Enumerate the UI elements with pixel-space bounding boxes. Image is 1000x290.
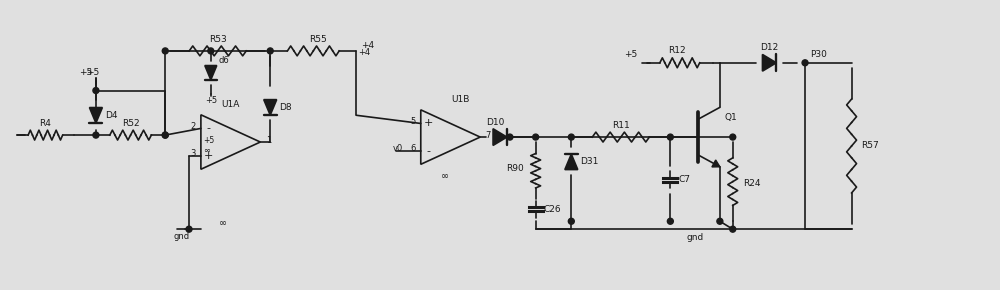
- Text: R53: R53: [209, 35, 227, 44]
- Circle shape: [568, 134, 574, 140]
- Text: gnd: gnd: [686, 233, 704, 242]
- Polygon shape: [565, 154, 578, 170]
- Text: ∞: ∞: [203, 146, 210, 155]
- Text: D10: D10: [486, 118, 504, 127]
- Text: +4: +4: [361, 41, 374, 50]
- Polygon shape: [89, 108, 102, 123]
- Text: Q1: Q1: [725, 113, 738, 122]
- Circle shape: [162, 48, 168, 54]
- Text: D8: D8: [279, 103, 292, 112]
- Text: P30: P30: [810, 50, 827, 59]
- Circle shape: [162, 132, 168, 138]
- Circle shape: [533, 134, 539, 140]
- Text: +5: +5: [86, 68, 99, 77]
- Text: 2: 2: [190, 122, 196, 131]
- Text: U1A: U1A: [221, 100, 240, 109]
- Text: -: -: [427, 146, 431, 156]
- Text: +5: +5: [205, 96, 217, 105]
- Circle shape: [730, 226, 736, 232]
- Text: R24: R24: [743, 179, 760, 188]
- Circle shape: [667, 134, 673, 140]
- Text: 6: 6: [410, 144, 416, 153]
- Text: +: +: [424, 118, 433, 128]
- Text: R11: R11: [612, 121, 630, 130]
- Circle shape: [93, 132, 99, 138]
- Polygon shape: [493, 129, 507, 145]
- Text: ∞: ∞: [441, 171, 450, 181]
- Text: C26: C26: [544, 205, 561, 214]
- Text: +5: +5: [624, 50, 637, 59]
- Polygon shape: [264, 100, 277, 115]
- Text: +5: +5: [203, 136, 214, 145]
- Text: 5: 5: [410, 117, 415, 126]
- Text: U1B: U1B: [451, 95, 470, 104]
- Text: R4: R4: [39, 119, 51, 128]
- Polygon shape: [762, 55, 776, 71]
- Text: R55: R55: [309, 35, 327, 44]
- Circle shape: [507, 134, 513, 140]
- Text: +: +: [204, 151, 214, 161]
- Text: 3: 3: [190, 149, 196, 158]
- Circle shape: [93, 88, 99, 93]
- Circle shape: [667, 218, 673, 224]
- Circle shape: [568, 218, 574, 224]
- Text: v0: v0: [393, 144, 403, 153]
- Text: 1: 1: [266, 135, 271, 144]
- Circle shape: [730, 134, 736, 140]
- Text: R52: R52: [122, 119, 139, 128]
- Text: C7: C7: [678, 175, 690, 184]
- Text: R12: R12: [668, 46, 686, 55]
- Text: R57: R57: [862, 142, 879, 151]
- Text: D31: D31: [580, 157, 599, 166]
- Text: ∞: ∞: [219, 218, 227, 228]
- Text: gnd: gnd: [173, 232, 189, 241]
- Circle shape: [208, 48, 214, 54]
- Text: D4: D4: [105, 111, 117, 120]
- Text: D12: D12: [760, 44, 779, 52]
- Circle shape: [186, 226, 192, 232]
- Circle shape: [162, 132, 168, 138]
- Circle shape: [267, 48, 273, 54]
- Polygon shape: [205, 66, 217, 80]
- Circle shape: [802, 60, 808, 66]
- Text: d6: d6: [219, 56, 229, 65]
- Polygon shape: [712, 160, 720, 167]
- Text: +5: +5: [79, 68, 92, 77]
- Text: R90: R90: [506, 164, 524, 173]
- Text: -: -: [207, 124, 211, 133]
- Circle shape: [717, 218, 723, 224]
- Text: +4: +4: [358, 48, 370, 57]
- Text: 7: 7: [485, 130, 491, 139]
